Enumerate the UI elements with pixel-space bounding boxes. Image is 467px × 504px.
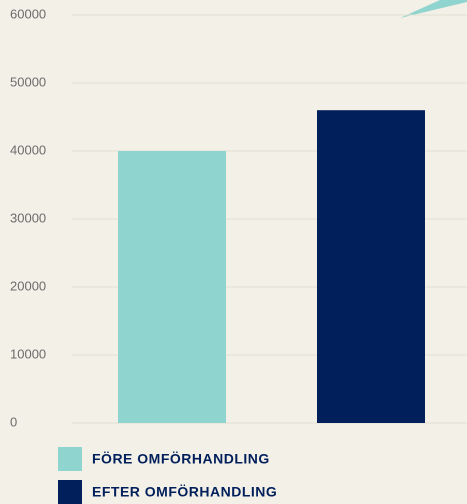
bar — [118, 151, 226, 423]
legend-label: FÖRE OMFÖRHANDLING — [92, 451, 270, 467]
decoration — [400, 0, 467, 18]
y-tick-label: 20000 — [10, 278, 46, 293]
legend-swatch — [58, 447, 82, 471]
y-tick-label: 10000 — [10, 346, 46, 361]
legend-label: EFTER OMFÖRHANDLING — [92, 484, 277, 500]
y-tick-label: 40000 — [10, 142, 46, 157]
y-tick-label: 0 — [10, 414, 17, 429]
y-tick-label: 50000 — [10, 74, 46, 89]
y-tick-label: 30000 — [10, 210, 46, 225]
bar — [317, 110, 425, 423]
legend-swatch — [58, 480, 82, 504]
y-tick-label: 60000 — [10, 6, 46, 21]
